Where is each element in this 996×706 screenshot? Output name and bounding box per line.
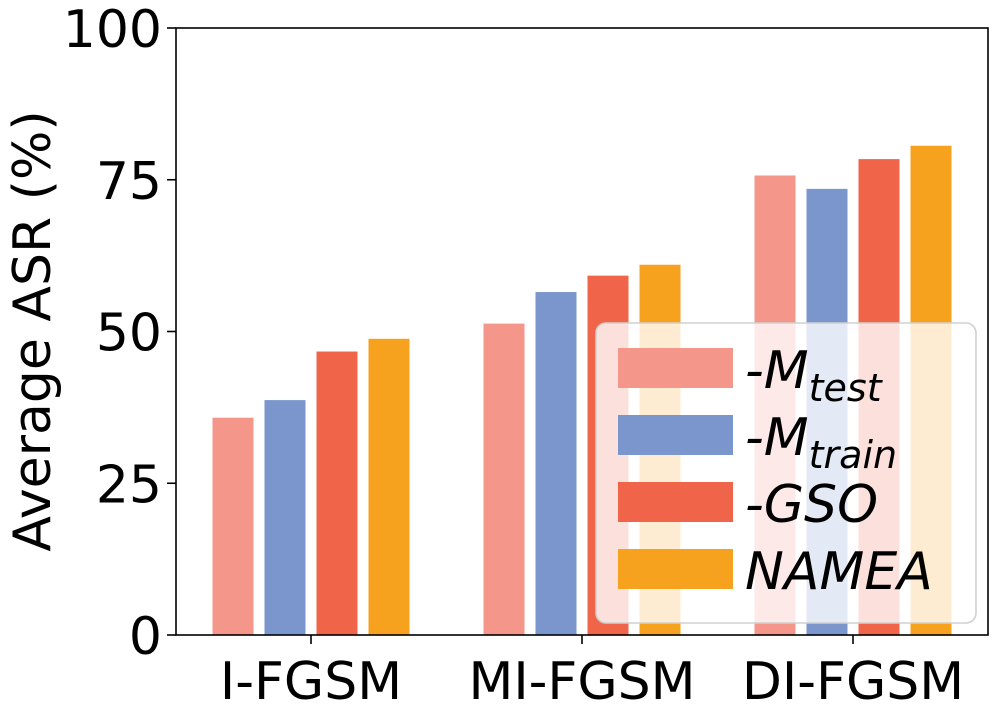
- y-axis-label: Average ASR (%): [3, 110, 63, 551]
- bar-i-fgsm-namea: [368, 338, 410, 635]
- legend-label-main: -M: [745, 341, 809, 401]
- legend-frame: [595, 322, 977, 624]
- legend-label: -GSO: [745, 475, 878, 535]
- x-axis: I-FGSM MI-FGSM DI-FGSM: [220, 635, 964, 706]
- x-tick-label: DI-FGSM: [742, 652, 964, 706]
- legend-label-main: -GSO: [745, 475, 878, 535]
- bar-i-fgsm-gso: [316, 351, 358, 635]
- legend-swatch: [618, 415, 733, 455]
- y-tick-label: 25: [96, 455, 162, 515]
- legend-label-subscript: test: [809, 366, 884, 410]
- y-axis: 0 25 50 75 100: [63, 0, 176, 667]
- legend-swatch: [618, 348, 733, 388]
- bar-mi-fgsm-mtest: [483, 323, 525, 635]
- bar-mi-fgsm-mtrain: [535, 292, 577, 635]
- y-tick-label: 75: [96, 152, 162, 212]
- legend-label: -Mtrain: [745, 408, 897, 477]
- legend-swatch: [618, 482, 733, 522]
- bar-i-fgsm-mtest: [212, 417, 254, 635]
- legend-label-main: -M: [745, 408, 809, 468]
- legend-label-subscript: train: [809, 433, 897, 477]
- legend-label: NAMEA: [745, 542, 933, 602]
- x-tick-label: MI-FGSM: [468, 652, 695, 706]
- y-tick-label: 50: [96, 304, 162, 364]
- legend: -Mtest-Mtrain-GSO NAMEA: [595, 322, 977, 624]
- x-tick-label: I-FGSM: [220, 652, 402, 706]
- legend-label: -Mtest: [745, 341, 884, 410]
- legend-label-main: NAMEA: [745, 542, 933, 602]
- legend-swatch: [618, 549, 733, 589]
- y-tick-label: 0: [129, 607, 162, 667]
- bar-i-fgsm-mtrain: [264, 400, 306, 635]
- y-tick-label: 100: [63, 0, 162, 60]
